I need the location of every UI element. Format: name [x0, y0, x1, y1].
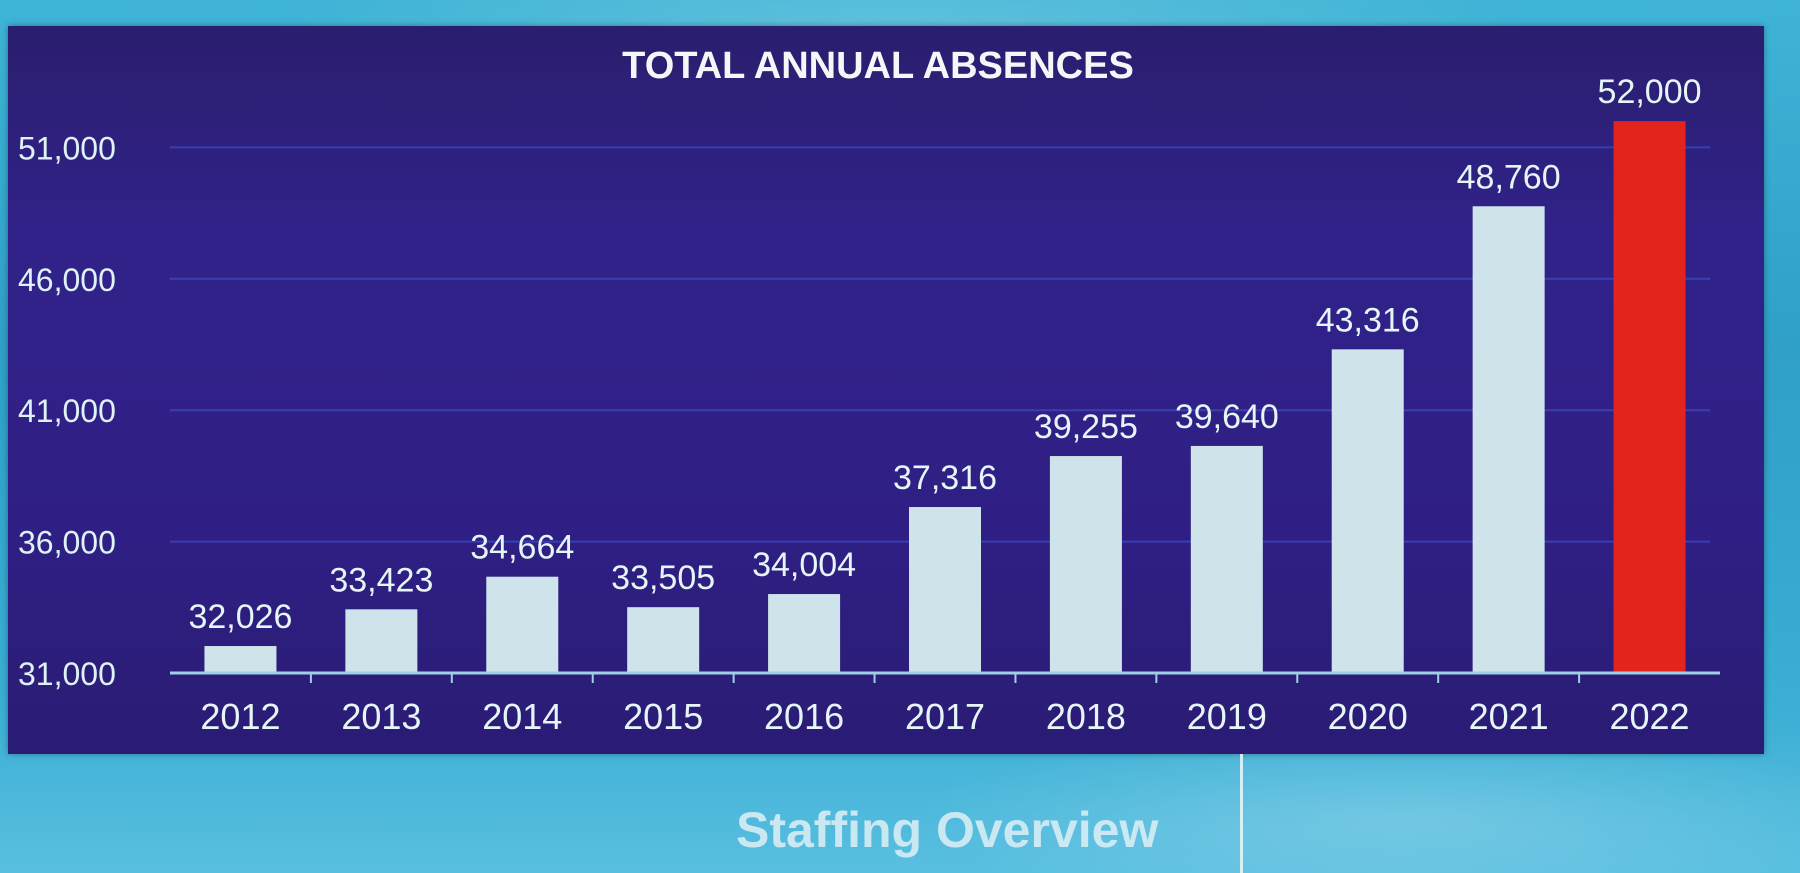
x-tick-label-2012: 2012 [200, 696, 280, 737]
bar-2017 [909, 507, 981, 673]
x-axis-ticks: 2012 2013 2014 2015 2016 2017 2018 2019 2020 2021… [200, 696, 1689, 737]
data-label-2014: 34,664 [470, 529, 574, 567]
bar-2014 [486, 576, 559, 673]
data-label-2012: 32,026 [188, 598, 292, 636]
chart-panel: TOTAL ANNUAL ABSENCES 31,000 36,000 41,000… [8, 26, 1764, 754]
footer-divider [1240, 754, 1243, 873]
data-label-2021: 48,760 [1457, 158, 1561, 196]
data-label-2022: 52,000 [1598, 73, 1702, 111]
bar-chart: TOTAL ANNUAL ABSENCES 31,000 36,000 41,000… [18, 45, 1720, 737]
x-axis [170, 671, 1720, 683]
y-axis-ticks: 31,000 36,000 41,000 46,000 51,000 [18, 130, 116, 692]
data-label-2017: 37,316 [893, 459, 997, 497]
data-labels: 32,026 33,423 34,664 33,505 34,004 37,316 39,2… [188, 73, 1701, 636]
data-label-2015: 33,505 [611, 559, 715, 597]
x-tick-label-2013: 2013 [341, 696, 421, 737]
x-tick-label-2016: 2016 [764, 696, 844, 737]
bar-2021 [1472, 206, 1545, 673]
bars [204, 121, 1686, 674]
y-tick-label: 51,000 [18, 130, 116, 166]
x-tick-label-2015: 2015 [623, 696, 703, 737]
bar-2016 [768, 594, 841, 673]
bar-2020 [1331, 349, 1404, 673]
data-label-2018: 39,255 [1034, 408, 1138, 446]
bar-2015 [627, 607, 700, 673]
y-tick-label: 41,000 [18, 393, 116, 429]
bar-2012 [204, 646, 277, 673]
bar-2022 [1613, 121, 1686, 674]
x-tick-label-2022: 2022 [1609, 696, 1689, 737]
x-tick-label-2019: 2019 [1187, 696, 1267, 737]
x-tick-label-2018: 2018 [1046, 696, 1126, 737]
footer-title: Staffing Overview [736, 802, 1159, 858]
bar-2019 [1190, 445, 1263, 673]
data-label-2020: 43,316 [1316, 301, 1420, 339]
x-tick-label-2021: 2021 [1469, 696, 1549, 737]
data-label-2016: 34,004 [752, 546, 856, 584]
bar-2013 [345, 609, 418, 673]
x-tick-label-2017: 2017 [905, 696, 985, 737]
chart-title: TOTAL ANNUAL ABSENCES [622, 45, 1134, 87]
data-label-2019: 39,640 [1175, 398, 1279, 436]
data-label-2013: 33,423 [329, 561, 433, 599]
x-tick-label-2020: 2020 [1328, 696, 1408, 737]
gridlines [170, 146, 1710, 543]
y-tick-label: 31,000 [18, 656, 116, 692]
y-tick-label: 36,000 [18, 525, 116, 561]
x-tick-label-2014: 2014 [482, 696, 562, 737]
bar-2018 [1049, 456, 1122, 673]
y-tick-label: 46,000 [18, 262, 116, 298]
